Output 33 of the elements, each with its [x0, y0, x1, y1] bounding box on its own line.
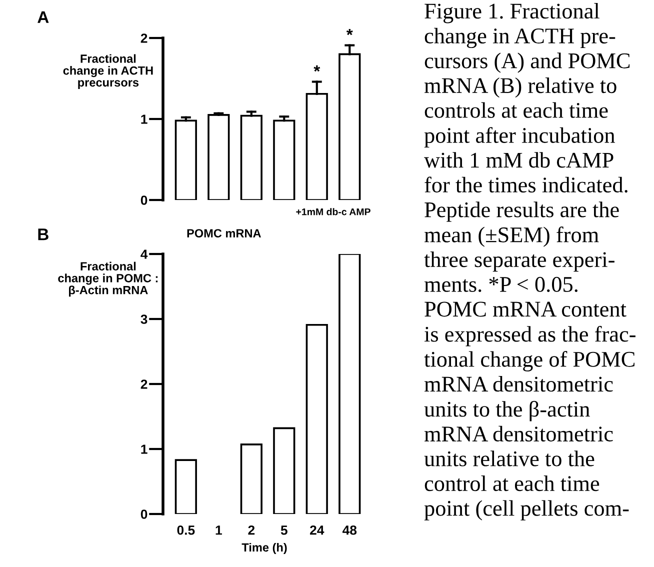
text: +1mM db-c AMP: [296, 208, 370, 216]
bar: [174, 120, 197, 200]
text: B: [38, 228, 48, 240]
y-tick-label: 0: [140, 196, 148, 205]
y-tick-label: 4: [140, 250, 148, 259]
bar: [306, 324, 328, 514]
y-tick-label: 1: [141, 114, 148, 124]
chart-title: A: [38, 11, 49, 23]
y-tick-label: 2: [140, 380, 148, 389]
y-tick-label: 1: [141, 444, 148, 454]
x-tick-label: 48: [342, 525, 357, 535]
y-tick-label: 0: [140, 510, 148, 519]
y-tick-label: 3: [140, 314, 148, 324]
annotation: *: [314, 65, 320, 72]
text: Figure 1. Fractional change in ACTH pre- cursors (A) and POMC mRNA (B) relative to controls at each time point after incubation with 1 mM db cAMP for the times indicated. Peptide results are the mean (±SEM) from three separate experi- ments. *P < 0.05. POMC mRNA content is expressed as the frac- tional change of POMC mRNA densitometric units to the β-actin mRNA densitometric units relative to the control at each time point (cell pellets com-: [424, 3, 636, 520]
chart-title: POMC mRNA: [187, 229, 261, 238]
x-tick-label: 1: [216, 526, 222, 535]
x-tick-label: 0.5: [177, 525, 195, 535]
bar: [273, 427, 296, 514]
x-tick-label: 5: [280, 526, 288, 535]
x-tick-label: 2: [248, 525, 255, 535]
x-tick-label: 24: [310, 525, 324, 535]
bar: [174, 459, 197, 514]
bar: [240, 444, 262, 514]
bar: [338, 254, 361, 514]
bar: [208, 114, 230, 200]
y-axis-title: Fractional change in POMC : β-Actin mRNA: [58, 262, 158, 297]
y-tick-label: 2: [140, 34, 148, 43]
y-axis-title: Fractional change in ACTH precursors: [63, 54, 153, 89]
bar: [240, 114, 262, 200]
x-axis-title: Time (h): [242, 542, 287, 554]
annotation: *: [346, 28, 353, 36]
bar: [273, 120, 296, 200]
